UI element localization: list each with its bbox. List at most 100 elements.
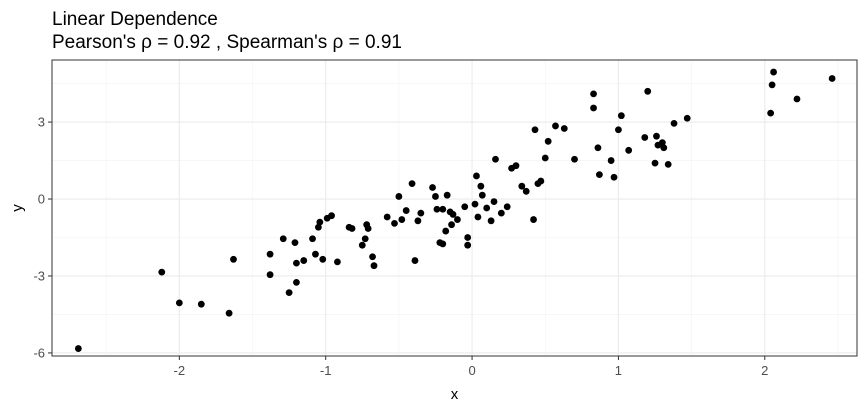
chart-title-block: Linear Dependence Pearson's ρ = 0.92 , S…	[52, 8, 402, 54]
data-point	[503, 203, 511, 211]
data-point	[660, 144, 668, 152]
data-point	[370, 262, 378, 270]
data-point	[625, 146, 633, 154]
x-tick-label: -2	[174, 363, 186, 378]
data-point	[443, 191, 451, 199]
data-point	[541, 154, 549, 162]
data-point	[402, 207, 410, 214]
chart-subtitle: Pearson's ρ = 0.92 , Spearman's ρ = 0.91	[52, 32, 402, 53]
data-point	[225, 309, 233, 317]
data-point	[433, 205, 441, 213]
data-point	[683, 114, 691, 122]
axis-tick-labels: -2 -1 0 1 2 -6 -3 0 3	[33, 115, 768, 378]
data-point	[439, 240, 447, 248]
data-point	[474, 213, 482, 221]
data-point	[314, 223, 322, 231]
data-point	[328, 212, 335, 220]
data-point	[670, 119, 678, 127]
data-point	[590, 104, 597, 112]
data-point	[596, 171, 603, 179]
data-point	[398, 216, 406, 223]
x-tick-label: 1	[615, 363, 622, 378]
data-point	[651, 159, 659, 167]
data-point	[411, 257, 419, 264]
data-point	[658, 139, 666, 146]
data-point	[158, 268, 166, 276]
data-points	[74, 68, 836, 352]
data-point	[552, 122, 559, 130]
data-point	[610, 173, 618, 181]
data-point	[518, 182, 526, 190]
data-point	[664, 160, 672, 168]
data-point	[369, 253, 376, 261]
data-point	[449, 211, 457, 218]
data-point	[471, 200, 479, 208]
data-point	[448, 221, 455, 229]
data-point	[291, 239, 299, 247]
data-point	[590, 90, 597, 98]
data-point	[497, 209, 505, 217]
data-point	[461, 203, 469, 211]
data-point	[309, 235, 316, 243]
data-point	[175, 299, 183, 307]
x-tick-label: 0	[468, 363, 475, 378]
chart-title: Linear Dependence	[52, 9, 218, 30]
data-point	[358, 241, 366, 249]
data-point	[644, 87, 652, 95]
data-point	[383, 213, 391, 221]
y-tick-label: 0	[38, 192, 45, 207]
data-point	[319, 255, 327, 263]
data-point	[617, 112, 625, 120]
data-point	[594, 144, 602, 152]
x-axis-title: x	[451, 386, 459, 403]
data-point	[391, 219, 398, 227]
data-point	[408, 180, 416, 188]
data-point	[293, 278, 300, 286]
data-point	[492, 155, 499, 163]
data-point	[464, 241, 472, 249]
data-point	[512, 162, 520, 170]
data-point	[607, 157, 615, 164]
data-point	[477, 182, 485, 190]
data-point	[316, 218, 324, 226]
data-point	[197, 300, 205, 308]
data-point	[464, 234, 472, 241]
data-point	[230, 255, 237, 263]
data-point	[490, 198, 498, 205]
data-point	[266, 271, 274, 279]
plot-border	[51, 59, 858, 357]
data-point	[361, 235, 369, 243]
data-point	[615, 126, 622, 134]
minor-gridlines	[52, 60, 857, 356]
data-point	[442, 227, 450, 235]
data-point	[432, 193, 439, 200]
x-tick-label: 2	[761, 363, 768, 378]
major-gridlines	[52, 60, 857, 356]
y-tick-label: -3	[33, 268, 45, 283]
data-point	[473, 172, 480, 180]
data-point	[74, 345, 82, 352]
y-tick-label: -6	[33, 345, 45, 360]
data-point	[439, 205, 447, 213]
data-point	[478, 191, 486, 199]
data-point	[522, 187, 530, 195]
data-point	[641, 134, 649, 141]
data-point	[454, 216, 461, 223]
data-point	[770, 68, 777, 76]
data-point	[531, 126, 539, 134]
axis-ticks	[48, 121, 766, 360]
data-point	[266, 250, 274, 258]
data-point	[417, 209, 425, 217]
data-point	[537, 177, 545, 185]
data-point	[279, 235, 287, 243]
data-point	[285, 289, 293, 297]
data-point	[348, 225, 356, 232]
data-point	[334, 258, 341, 266]
data-point	[767, 109, 775, 117]
data-point	[544, 137, 552, 145]
data-point	[429, 184, 436, 191]
data-point	[300, 257, 308, 264]
y-axis-title: y	[9, 204, 26, 212]
data-point	[828, 75, 836, 82]
